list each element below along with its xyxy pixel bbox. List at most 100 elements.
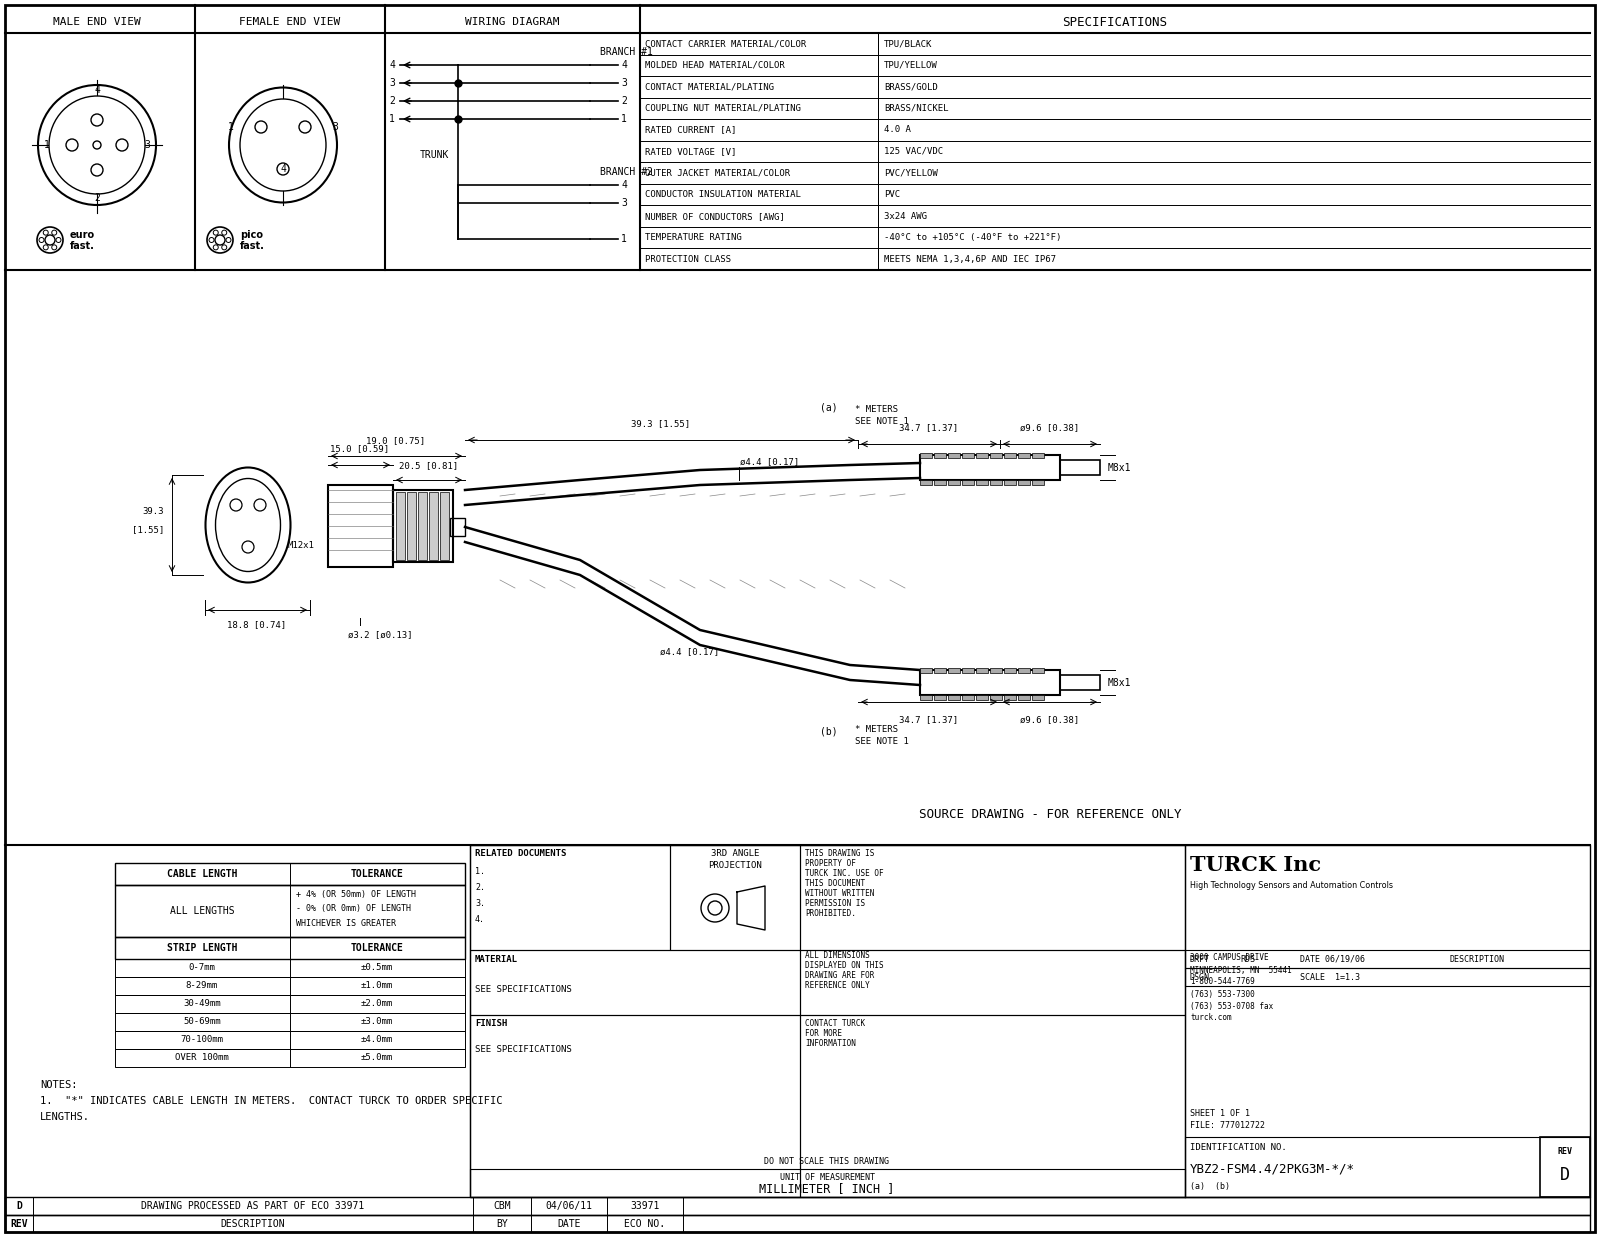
Text: 2: 2 — [94, 193, 99, 203]
Bar — [800, 845, 1186, 950]
Text: 4: 4 — [621, 181, 627, 190]
Text: 1: 1 — [45, 140, 50, 150]
Text: 1: 1 — [389, 114, 395, 124]
Text: 1.  "*" INDICATES CABLE LENGTH IN METERS.  CONTACT TURCK TO ORDER SPECIFIC: 1. "*" INDICATES CABLE LENGTH IN METERS.… — [40, 1096, 502, 1106]
Bar — [1059, 675, 1101, 690]
Bar — [1186, 969, 1590, 986]
Bar — [920, 668, 931, 673]
Text: FOR MORE: FOR MORE — [805, 1029, 842, 1039]
Text: REFERENCE ONLY: REFERENCE ONLY — [805, 981, 870, 990]
Text: DSGN: DSGN — [1190, 972, 1210, 981]
Text: ±5.0mm: ±5.0mm — [362, 1054, 394, 1063]
Bar — [328, 485, 394, 567]
Bar — [962, 453, 974, 458]
Bar — [1032, 668, 1043, 673]
Text: 4: 4 — [621, 61, 627, 71]
Bar — [470, 845, 1590, 1197]
Text: MILLIMETER [ INCH ]: MILLIMETER [ INCH ] — [760, 1183, 894, 1195]
Text: DRAWING PROCESSED AS PART OF ECO 33971: DRAWING PROCESSED AS PART OF ECO 33971 — [141, 1201, 365, 1211]
Text: THIS DRAWING IS: THIS DRAWING IS — [805, 849, 874, 857]
Circle shape — [254, 121, 267, 134]
Bar — [990, 480, 1002, 485]
Text: PERMISSION IS: PERMISSION IS — [805, 898, 866, 908]
Text: ±1.0mm: ±1.0mm — [362, 981, 394, 991]
Text: CONDUCTOR INSULATION MATERIAL: CONDUCTOR INSULATION MATERIAL — [645, 190, 802, 199]
Text: (763) 553-0708 fax: (763) 553-0708 fax — [1190, 1002, 1274, 1011]
Bar — [947, 668, 960, 673]
Text: High Technology Sensors and Automation Controls: High Technology Sensors and Automation C… — [1190, 881, 1394, 889]
Bar — [1539, 1137, 1590, 1197]
Text: ø4.4 [0.17]: ø4.4 [0.17] — [661, 647, 718, 657]
Bar — [976, 668, 989, 673]
Text: TURCK Inc: TURCK Inc — [1190, 855, 1322, 875]
Text: NOTES:: NOTES: — [40, 1080, 77, 1090]
Bar — [1186, 1137, 1590, 1197]
Text: WHICHEVER IS GREATER: WHICHEVER IS GREATER — [296, 919, 397, 928]
Bar — [800, 1016, 1186, 1197]
Text: TURCK INC. USE OF: TURCK INC. USE OF — [805, 868, 883, 877]
Bar — [450, 518, 466, 536]
Text: BRANCH #2: BRANCH #2 — [600, 167, 653, 177]
Text: 39.3 [1.55]: 39.3 [1.55] — [632, 419, 691, 428]
Text: TOLERANCE: TOLERANCE — [350, 943, 403, 952]
Text: BY: BY — [496, 1218, 507, 1230]
Bar — [115, 884, 466, 936]
Bar — [1018, 480, 1030, 485]
Circle shape — [222, 230, 227, 235]
Bar — [5, 1215, 1590, 1232]
Text: ECO NO.: ECO NO. — [624, 1218, 666, 1230]
Text: 125 VAC/VDC: 125 VAC/VDC — [883, 147, 942, 156]
Text: RATED VOLTAGE [V]: RATED VOLTAGE [V] — [645, 147, 736, 156]
Text: RATED CURRENT [A]: RATED CURRENT [A] — [645, 125, 736, 135]
Bar — [470, 1016, 800, 1197]
Text: 18.8 [0.74]: 18.8 [0.74] — [227, 621, 286, 630]
Text: 2: 2 — [621, 96, 627, 106]
Text: 1: 1 — [621, 234, 627, 244]
Circle shape — [43, 230, 48, 235]
Bar — [397, 492, 405, 560]
Text: MATERIAL: MATERIAL — [475, 955, 518, 964]
Bar — [1018, 695, 1030, 700]
Text: 19.0 [0.75]: 19.0 [0.75] — [366, 435, 426, 445]
Text: 04/06/11: 04/06/11 — [546, 1201, 592, 1211]
Text: FILE: 777012722: FILE: 777012722 — [1190, 1121, 1266, 1129]
Text: ±4.0mm: ±4.0mm — [362, 1035, 394, 1044]
Text: IDENTIFICATION NO.: IDENTIFICATION NO. — [1190, 1143, 1286, 1152]
Bar — [406, 492, 416, 560]
Bar — [1005, 480, 1016, 485]
Text: SEE SPECIFICATIONS: SEE SPECIFICATIONS — [475, 986, 571, 995]
Circle shape — [56, 238, 61, 242]
Text: MOLDED HEAD MATERIAL/COLOR: MOLDED HEAD MATERIAL/COLOR — [645, 61, 784, 69]
Bar — [934, 453, 946, 458]
Text: 4: 4 — [94, 85, 99, 95]
Bar — [1005, 668, 1016, 673]
Text: 3: 3 — [144, 140, 150, 150]
Text: BRASS/NICKEL: BRASS/NICKEL — [883, 104, 949, 113]
Bar — [1032, 695, 1043, 700]
Bar — [115, 977, 466, 995]
Bar — [440, 492, 450, 560]
Ellipse shape — [205, 468, 291, 583]
Bar — [920, 453, 931, 458]
Text: RDS: RDS — [1240, 955, 1254, 964]
Bar — [920, 480, 931, 485]
Text: 3: 3 — [621, 78, 627, 88]
Text: fast.: fast. — [240, 241, 266, 251]
Text: -40°C to +105°C (-40°F to +221°F): -40°C to +105°C (-40°F to +221°F) — [883, 234, 1061, 242]
Text: 3: 3 — [333, 122, 338, 132]
Text: M8x1: M8x1 — [1107, 678, 1131, 688]
Circle shape — [210, 238, 214, 242]
Circle shape — [38, 238, 45, 242]
Ellipse shape — [216, 479, 280, 571]
Bar — [670, 845, 800, 950]
Text: DATE 06/19/06: DATE 06/19/06 — [1299, 955, 1365, 964]
Bar — [947, 695, 960, 700]
Text: TPU/YELLOW: TPU/YELLOW — [883, 61, 938, 69]
Bar — [920, 670, 1059, 695]
Bar — [115, 936, 466, 959]
Text: YBZ2-FSM4.4/2PKG3M-*/*: YBZ2-FSM4.4/2PKG3M-*/* — [1190, 1163, 1355, 1175]
Circle shape — [93, 141, 101, 148]
Text: * METERS: * METERS — [854, 725, 898, 735]
Text: 4: 4 — [280, 165, 286, 174]
Text: MEETS NEMA 1,3,4,6P AND IEC IP67: MEETS NEMA 1,3,4,6P AND IEC IP67 — [883, 255, 1056, 263]
